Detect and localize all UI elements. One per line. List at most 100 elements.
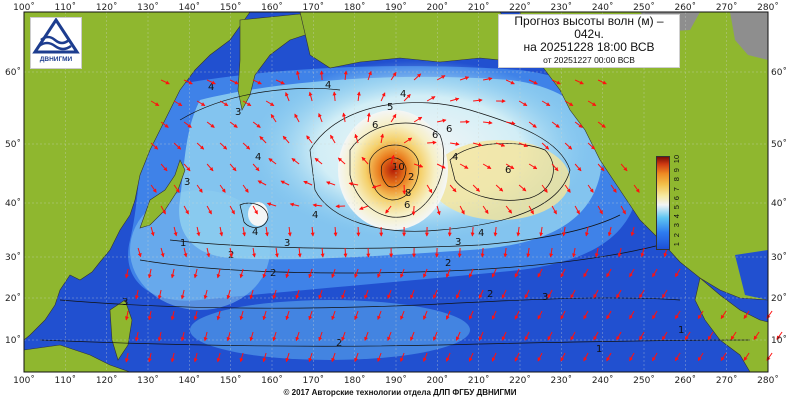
direction-arrow <box>206 121 215 128</box>
direction-arrow <box>332 91 337 102</box>
direction-arrow <box>252 205 258 215</box>
direction-arrow <box>514 268 520 278</box>
direction-arrow <box>280 180 290 186</box>
lon-tick-label: 220˚ <box>509 2 531 13</box>
direction-arrow <box>574 205 580 215</box>
lon-tick-label: 140˚ <box>178 2 200 13</box>
direction-arrow <box>343 70 348 81</box>
colorbar-label: 3 <box>672 223 681 228</box>
direction-arrow <box>343 247 348 258</box>
direction-arrow <box>295 289 300 300</box>
direction-arrow <box>652 268 658 278</box>
direction-arrow <box>229 247 234 258</box>
direction-arrow <box>219 184 226 193</box>
direction-arrow <box>157 289 162 300</box>
contour-label: 10 <box>392 162 405 173</box>
colorbar-label: 7 <box>672 186 681 191</box>
contour-label: 2 <box>487 289 493 300</box>
direction-arrow <box>252 79 262 85</box>
direction-arrow <box>270 113 277 123</box>
direction-arrow <box>295 70 300 81</box>
direction-arrow <box>633 184 640 193</box>
direction-arrow <box>320 247 325 258</box>
direction-arrow <box>539 226 544 237</box>
direction-arrow <box>354 310 359 321</box>
direction-arrow <box>560 268 566 278</box>
direction-arrow <box>457 247 462 258</box>
direction-arrow <box>459 205 465 215</box>
direction-arrow <box>252 121 261 128</box>
lon-tick-label: 270˚ <box>716 375 738 386</box>
direction-arrow <box>262 310 267 321</box>
direction-arrow <box>282 135 290 144</box>
direction-arrow <box>330 134 336 144</box>
direction-arrow <box>216 352 221 363</box>
direction-arrow <box>606 310 612 320</box>
direction-arrow <box>537 352 543 362</box>
direction-arrow <box>629 268 635 278</box>
direction-arrow <box>587 142 596 150</box>
contour-label: 3 <box>542 292 548 303</box>
direction-arrow <box>183 79 193 85</box>
direction-arrow <box>380 133 385 144</box>
lat-tick-label: 60˚ <box>771 67 787 78</box>
direction-arrow <box>697 352 704 362</box>
direction-arrow <box>674 268 681 278</box>
lon-tick-label: 150˚ <box>220 375 242 386</box>
contour-label: 3 <box>184 177 190 188</box>
direction-arrow <box>183 247 188 258</box>
direction-arrow <box>483 76 493 81</box>
lon-tick-label: 190˚ <box>385 2 407 13</box>
direction-arrow <box>640 247 645 258</box>
contour-label: 6 <box>505 165 511 176</box>
direction-arrow <box>387 331 392 342</box>
direction-arrow <box>597 163 605 172</box>
lat-tick-label: 10˚ <box>5 335 21 346</box>
lon-tick-label: 200˚ <box>426 2 448 13</box>
direction-arrow <box>524 289 530 299</box>
direction-arrow <box>436 163 446 169</box>
direction-arrow <box>426 96 436 102</box>
direction-arrow <box>459 163 469 169</box>
colorbar-label: 4 <box>672 214 681 219</box>
direction-arrow <box>493 226 498 237</box>
direction-arrow <box>341 331 346 342</box>
direction-arrow <box>147 268 152 279</box>
direction-arrow <box>516 226 521 237</box>
direction-arrow <box>528 205 534 215</box>
direction-arrow <box>287 226 292 237</box>
direction-arrow <box>505 79 515 85</box>
direction-arrow <box>478 331 484 341</box>
direction-arrow <box>400 352 405 362</box>
direction-arrow <box>361 156 369 165</box>
contour-label: 2 <box>408 172 414 183</box>
lat-tick-label: 40˚ <box>771 198 787 209</box>
lon-tick-label: 240˚ <box>592 2 614 13</box>
direction-arrow <box>285 352 290 363</box>
direction-arrow <box>684 331 691 341</box>
direction-arrow <box>528 121 537 128</box>
contour-label: 1 <box>180 238 186 249</box>
direction-arrow <box>526 247 531 258</box>
direction-arrow <box>308 91 313 102</box>
direction-arrow <box>491 352 497 362</box>
direction-arrow <box>413 163 424 168</box>
direction-arrow <box>583 268 589 278</box>
direction-arrow <box>450 141 460 146</box>
lon-tick-label: 230˚ <box>550 2 572 13</box>
direction-arrow <box>160 121 169 128</box>
direction-arrow <box>551 121 560 128</box>
direction-arrow <box>203 289 208 300</box>
direction-arrow <box>472 142 483 147</box>
contour-label: 1 <box>678 325 684 336</box>
direction-arrow <box>160 79 170 85</box>
lon-tick-label: 110˚ <box>54 2 76 13</box>
contour-label: 4 <box>252 227 258 238</box>
lon-tick-label: 170˚ <box>302 375 324 386</box>
direction-arrow <box>318 113 323 123</box>
direction-arrow <box>206 247 211 258</box>
direction-arrow <box>528 163 538 170</box>
contour-label: 3 <box>235 107 241 118</box>
direction-arrows <box>124 70 783 363</box>
